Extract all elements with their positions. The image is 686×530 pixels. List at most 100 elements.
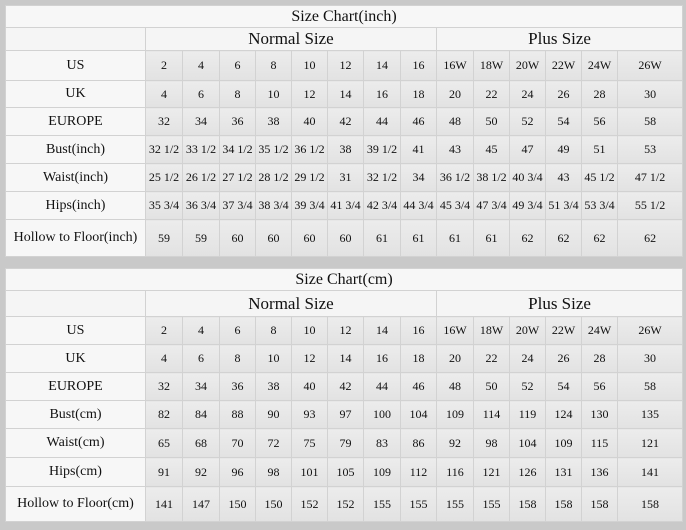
size-cell: 131 (545, 457, 582, 487)
size-cell: 22W (545, 50, 582, 81)
size-cell: 50 (473, 107, 510, 136)
size-cell: 61 (473, 219, 510, 257)
size-cell: 24W (581, 50, 618, 81)
size-cell: 59 (182, 219, 220, 257)
size-cell: 47 1/2 (616, 163, 684, 192)
size-cell: 26W (616, 316, 684, 345)
size-cell: 158 (616, 486, 684, 522)
size-cell: 28 1/2 (255, 163, 292, 192)
plus-size-header: Plus Size (435, 290, 684, 317)
size-cell: 49 (545, 135, 582, 164)
size-cell: 109 (436, 400, 474, 429)
size-cell: 6 (219, 316, 256, 345)
size-cell: 29 1/2 (291, 163, 328, 192)
size-cell: 36 1/2 (436, 163, 474, 192)
chart-title: Size Chart(inch) (4, 5, 684, 28)
size-cell: 136 (581, 457, 618, 487)
size-cell: 16W (436, 50, 474, 81)
size-cell: 35 3/4 (145, 191, 183, 220)
size-cell: 43 (545, 163, 582, 192)
size-cell: 20W (509, 316, 546, 345)
size-cell: 121 (473, 457, 510, 487)
size-cell: 58 (616, 372, 684, 401)
size-cell: 92 (436, 428, 474, 458)
size-cell: 38 3/4 (255, 191, 292, 220)
size-cell: 28 (581, 80, 618, 108)
size-cell: 30 (616, 80, 684, 108)
size-cell: 46 (400, 107, 437, 136)
size-cell: 32 (145, 372, 183, 401)
size-cell: 8 (255, 316, 292, 345)
size-cell: 38 1/2 (473, 163, 510, 192)
size-cell: 36 (219, 107, 256, 136)
size-cell: 141 (616, 457, 684, 487)
size-cell: 86 (400, 428, 437, 458)
size-cell: 44 3/4 (400, 191, 437, 220)
size-cell: 10 (291, 50, 328, 81)
size-cell: 18W (473, 50, 510, 81)
size-cell: 22 (473, 80, 510, 108)
size-cell: 30 (616, 344, 684, 373)
size-cell: 62 (581, 219, 618, 257)
row-label: Hips(inch) (5, 191, 146, 220)
size-cell: 56 (581, 107, 618, 136)
size-cell: 8 (255, 50, 292, 81)
size-cell: 109 (363, 457, 401, 487)
row-label: UK (5, 80, 146, 108)
size-cell: 31 (327, 163, 364, 192)
size-cell: 53 (616, 135, 684, 164)
table-row: US 2 4 6 8 10 12 14 16 16W 18W 20W 22W 24W 26W (5, 316, 684, 345)
size-cell: 54 (545, 372, 582, 401)
row-label: US (5, 50, 146, 81)
size-cell: 20 (436, 344, 474, 373)
size-cell: 48 (436, 107, 474, 136)
size-cell: 147 (182, 486, 220, 522)
size-cell: 12 (327, 316, 364, 345)
table-row: UK 4 6 8 10 12 14 16 18 20 22 24 26 28 30 (5, 80, 684, 108)
size-cell: 158 (545, 486, 582, 522)
table-row: Waist(cm) 65 68 70 72 75 79 83 86 92 98 104 109 115 12… (5, 428, 684, 458)
size-cell: 42 3/4 (363, 191, 401, 220)
size-cell: 32 1/2 (363, 163, 401, 192)
size-cell: 104 (509, 428, 546, 458)
table-row: Bust(cm) 82 84 88 90 93 97 100 104 109 114 119 124 13… (5, 400, 684, 429)
size-cell: 126 (509, 457, 546, 487)
row-label: Hips(cm) (5, 457, 146, 487)
size-cell: 97 (327, 400, 364, 429)
table-row: Hollow to Floor(inch) 59 59 60 60 60 60 61 61 61 6… (5, 219, 684, 257)
size-cell: 91 (145, 457, 183, 487)
size-cell: 2 (145, 50, 183, 81)
size-cell: 62 (509, 219, 546, 257)
size-cell: 26 (545, 80, 582, 108)
size-cell: 92 (182, 457, 220, 487)
size-cell: 82 (145, 400, 183, 429)
table-row: Hollow to Floor(cm) 141 147 150 150 152 152 155… (5, 486, 684, 522)
size-cell: 4 (182, 316, 220, 345)
size-cell: 27 1/2 (219, 163, 256, 192)
size-cell: 18 (400, 80, 437, 108)
row-label: Bust(inch) (5, 135, 146, 164)
table-row: EUROPE 32 34 36 38 40 42 44 46 48 50 52 54 56 58 (5, 107, 684, 136)
size-cell: 100 (363, 400, 401, 429)
table-row: Hips(inch) 35 3/4 36 3/4 37 3/4 38 3/4 39 3/4… (5, 191, 684, 220)
size-cell: 34 1/2 (219, 135, 256, 164)
size-cell: 16 (363, 344, 401, 373)
size-cell: 24 (509, 344, 546, 373)
size-cell: 105 (327, 457, 364, 487)
size-cell: 101 (291, 457, 328, 487)
size-cell: 54 (545, 107, 582, 136)
size-cell: 155 (400, 486, 437, 522)
table-row: Bust(inch) 32 1/2 33 1/2 34 1/2 35 1/2 36 1/2… (5, 135, 684, 164)
size-cell: 96 (219, 457, 256, 487)
size-cell: 6 (182, 80, 220, 108)
size-cell: 112 (400, 457, 437, 487)
size-cell: 33 1/2 (182, 135, 220, 164)
size-cell: 119 (509, 400, 546, 429)
size-cell: 14 (327, 80, 364, 108)
row-label: Hollow to Floor(inch) (5, 219, 146, 257)
size-cell: 47 (509, 135, 546, 164)
size-cell: 28 (581, 344, 618, 373)
table-row: Hips(cm) 91 92 96 98 101 105 109 112 116 121 126 131… (5, 457, 684, 487)
size-cell: 14 (363, 316, 401, 345)
size-cell: 16 (363, 80, 401, 108)
